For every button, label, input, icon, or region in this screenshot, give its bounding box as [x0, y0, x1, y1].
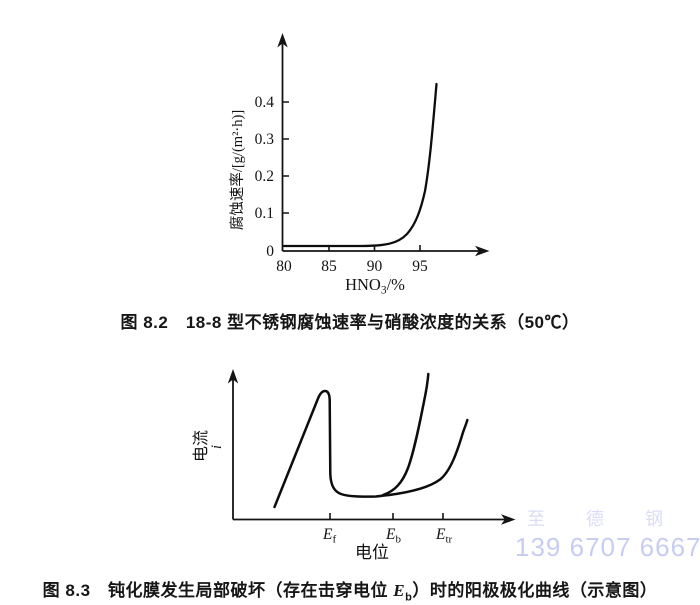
caption-8-3-symbol-sub: b [405, 591, 413, 604]
fig1-xtick-label-90: 90 [367, 258, 383, 275]
fig2-xtick-label-etr: Etr [435, 526, 453, 546]
fig2-xtick-label-ef: Ef [322, 526, 336, 546]
fig1-y-ticks [282, 101, 289, 214]
fig1-xtick-label-80: 80 [276, 258, 292, 275]
fig1-corrosion-curve [282, 82, 438, 248]
figure-8-2-chart: 0 0.1 0.2 0.3 0.4 80 85 90 95 HNO3/% 腐蚀速… [228, 33, 490, 297]
caption-figure-8-2: 图 8.2 18-8 型不锈钢腐蚀速率与硝酸浓度的关系（50℃） [120, 313, 580, 332]
fig1-xtick-label-85: 85 [321, 258, 337, 275]
fig2-y-axis-arrow-icon [227, 369, 239, 384]
fig2-breakdown-branch-curve [381, 372, 430, 497]
fig1-x-axis-arrow-icon [475, 245, 490, 257]
fig1-x-axis-label: HNO3/% [345, 275, 405, 297]
caption-8-3-pre: 图 8.3 钝化膜发生局部破坏（存在击穿电位 [42, 581, 394, 600]
fig1-xtick-label-95: 95 [412, 258, 428, 275]
fig2-x-axis-label: 电位 [355, 543, 389, 562]
fig2-xtick-label-eb: Eb [385, 526, 401, 546]
fig2-y-axis-symbol: i [209, 445, 225, 449]
fig1-ytick-label-0-4: 0.4 [255, 94, 275, 111]
caption-8-3-post: ）时的阳极极化曲线（示意图） [412, 581, 658, 600]
fig1-y-axis-label: 腐蚀速率/[g/(m²·h)] [228, 110, 246, 230]
watermark-company-name: 至 德 钢 业 [527, 509, 700, 529]
fig1-y-axis-arrow-icon [277, 33, 288, 48]
fig1-ytick-label-0: 0 [266, 243, 274, 260]
fig2-active-passive-curve [273, 389, 391, 509]
fig1-ytick-label-0-3: 0.3 [255, 131, 275, 148]
fig2-x-ticks [329, 513, 444, 520]
caption-figure-8-3: 图 8.3 钝化膜发生局部破坏（存在击穿电位 Eb）时的阳极极化曲线（示意图） [0, 576, 700, 603]
fig2-transpassive-branch-curve [387, 418, 469, 497]
watermark-phone-number: 139 6707 6667 [515, 532, 700, 562]
fig2-x-axis-arrow-icon [501, 514, 516, 525]
fig1-ytick-label-0-2: 0.2 [255, 168, 274, 185]
caption-8-3-symbol: E [393, 581, 406, 600]
figure-8-3-chart: Ef Eb Etr 电位 电流 i [192, 369, 516, 562]
fig2-y-axis-label: 电流 [192, 430, 210, 462]
fig1-ytick-label-0-1: 0.1 [255, 205, 274, 222]
